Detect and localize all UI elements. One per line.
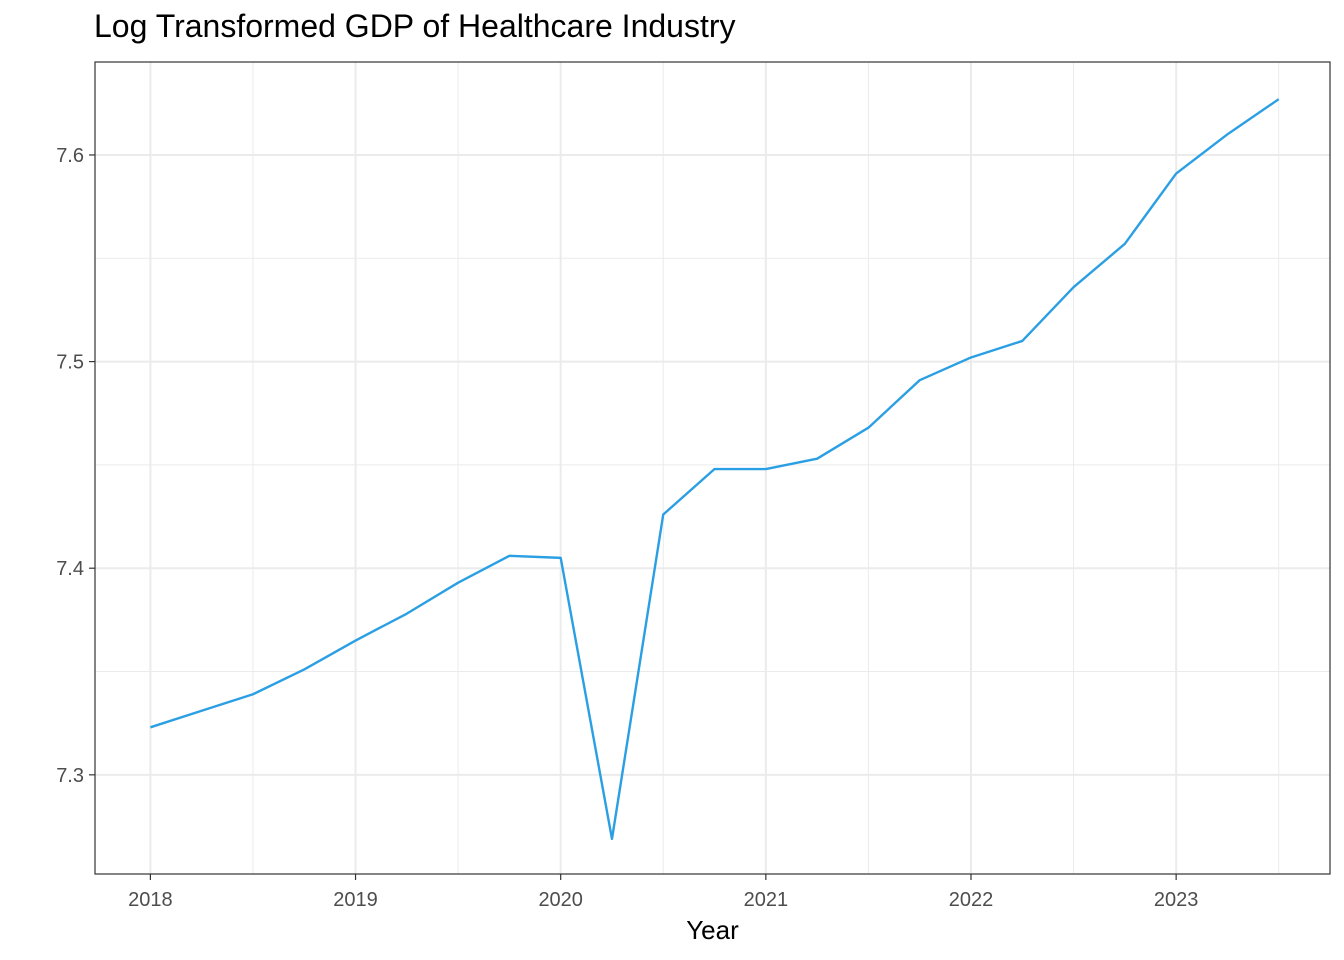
y-axis: 7.3 7.4 7.5 7.6: [56, 145, 95, 787]
y-tick-label: 7.6: [56, 145, 84, 167]
y-tick-label: 7.5: [56, 352, 84, 374]
x-tick-label: 2018: [128, 889, 173, 911]
major-gridlines: [95, 62, 1330, 874]
x-tick-label: 2020: [538, 889, 583, 911]
x-axis-title: Year: [686, 915, 739, 945]
y-tick-label: 7.3: [56, 765, 84, 787]
x-tick-label: 2023: [1154, 889, 1199, 911]
x-tick-label: 2019: [333, 889, 378, 911]
chart-title: Log Transformed GDP of Healthcare Indust…: [94, 8, 736, 44]
plot-panel-border: [94, 61, 1331, 875]
series-line: [150, 98, 1280, 841]
x-axis: 2018 2019 2020 2021 2022 2023: [128, 874, 1198, 911]
y-tick-label: 7.4: [56, 558, 84, 580]
series-layer: [150, 98, 1280, 841]
x-tick-label: 2021: [744, 889, 789, 911]
x-tick-label: 2022: [949, 889, 994, 911]
minor-gridlines: [95, 62, 1330, 874]
